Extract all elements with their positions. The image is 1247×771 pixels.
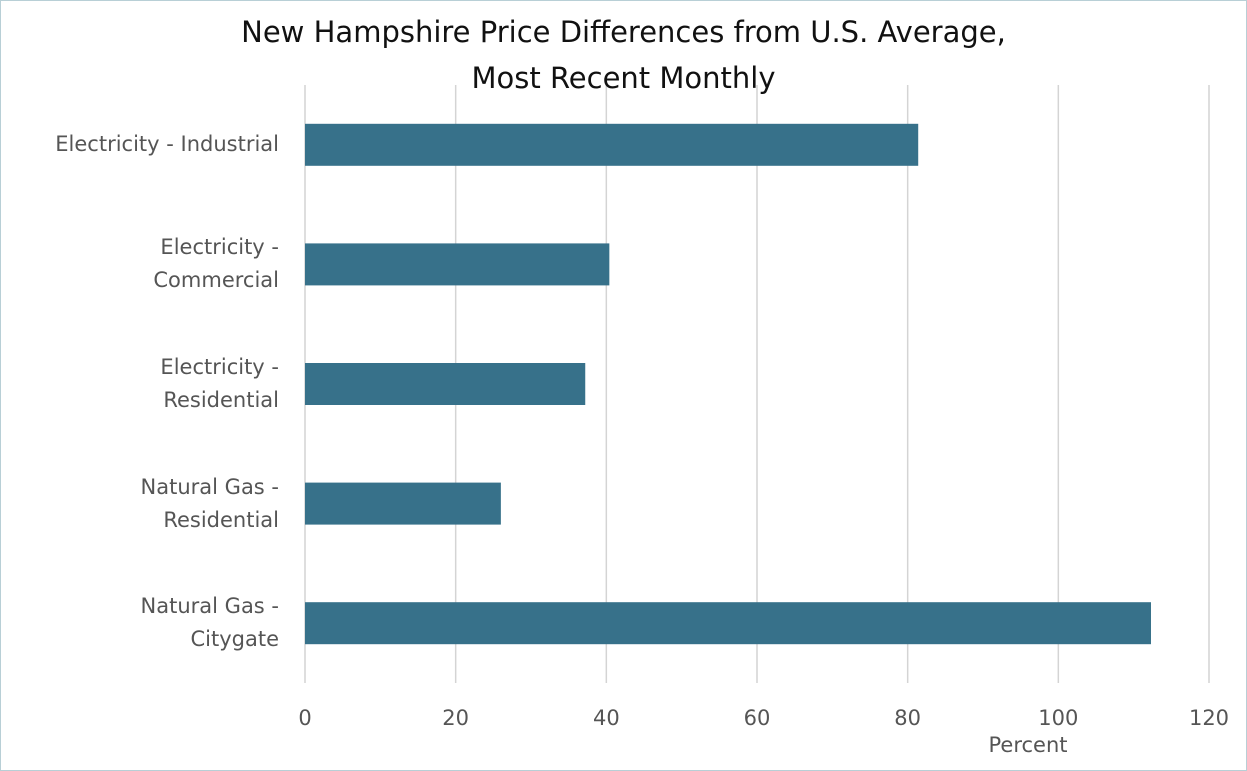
bar [305, 123, 919, 166]
bar [305, 363, 586, 405]
y-tick-label: Natural Gas - Residential [140, 474, 279, 532]
x-tick-label: 20 [442, 706, 469, 730]
y-tick-label: Electricity - Residential [160, 355, 279, 412]
bar [305, 602, 1151, 645]
y-tick-label: Electricity - Commercial [153, 235, 279, 293]
bar [305, 243, 610, 286]
x-tick-label: 100 [1038, 706, 1078, 730]
y-tick-label: Electricity - Industrial [55, 132, 279, 157]
x-tick-label: 0 [298, 706, 311, 730]
chart-title: New Hampshire Price Differences from U.S… [241, 15, 1006, 95]
bar [305, 482, 501, 525]
x-axis-label: Percent [988, 733, 1067, 757]
x-tick-label: 60 [744, 706, 771, 730]
x-tick-label: 120 [1189, 706, 1229, 730]
y-tick-label: Natural Gas - Citygate [140, 594, 279, 652]
x-tick-label: 80 [894, 706, 921, 730]
x-tick-label: 40 [593, 706, 620, 730]
